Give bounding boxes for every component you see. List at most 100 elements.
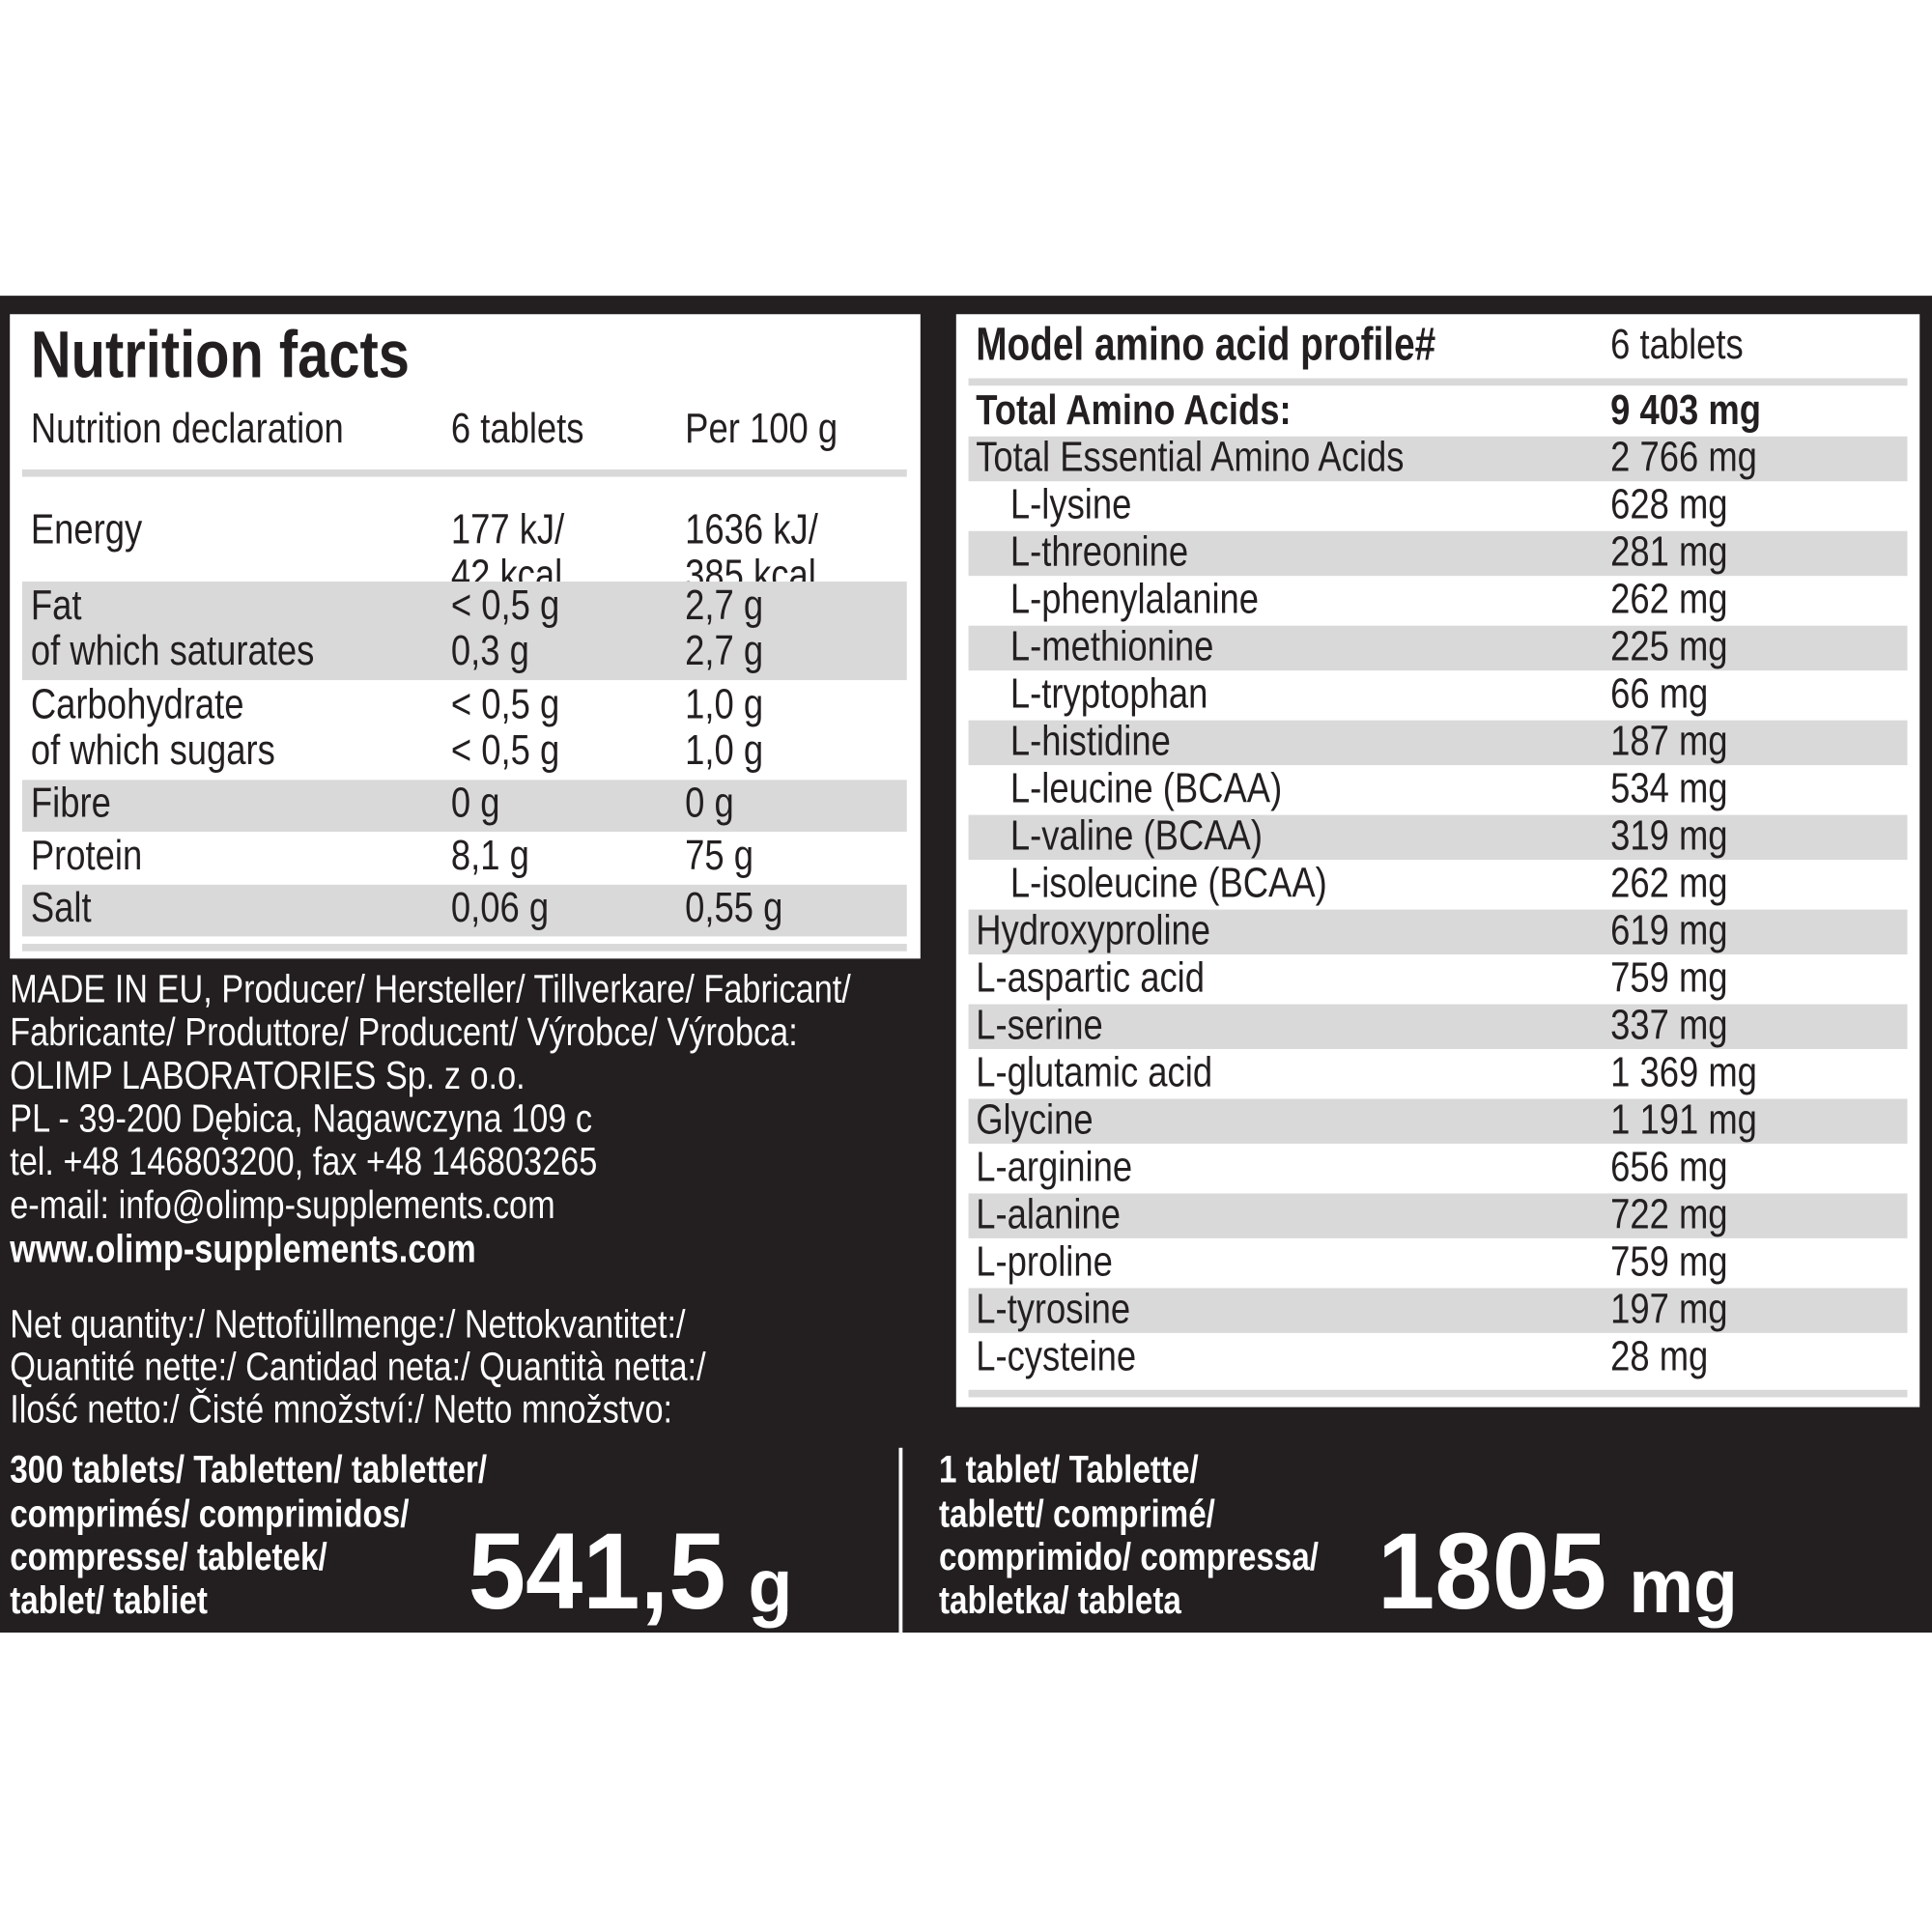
nutrition-cell: 2,7 g — [685, 628, 763, 674]
amount-label: tabletka/ tableta — [939, 1578, 1182, 1621]
amino-name: L-threonine — [1010, 529, 1188, 576]
amino-name: L-tyrosine — [976, 1286, 1130, 1332]
row-shade — [21, 582, 907, 681]
amino-name: L-arginine — [976, 1145, 1132, 1191]
amino-value: 2 766 mg — [1610, 435, 1757, 481]
row-shade — [968, 1004, 1908, 1049]
amount-unit: mg — [1629, 1544, 1738, 1629]
amino-value: 281 mg — [1610, 529, 1727, 576]
amino-value: 628 mg — [1610, 482, 1727, 528]
amino-value: 225 mg — [1610, 624, 1727, 670]
row-shade — [968, 720, 1908, 766]
net-quantity-line: Quantité nette:/ Cantidad neta:/ Quantit… — [10, 1345, 706, 1388]
nutrition-cell: 0,55 g — [685, 885, 782, 931]
amino-value: 759 mg — [1610, 955, 1727, 1002]
amino-value: 319 mg — [1610, 813, 1727, 860]
amino-value: 759 mg — [1610, 1238, 1727, 1285]
row-shade — [968, 1288, 1908, 1333]
amino-name: L-alanine — [976, 1192, 1121, 1238]
row-shade — [968, 909, 1908, 955]
nutrition-title: Nutrition facts — [31, 318, 410, 392]
amount-label: 300 tablets/ Tabletten/ tabletter/ — [10, 1448, 487, 1491]
nutrition-cell: Fibre — [31, 781, 111, 827]
amino-name: L-phenylalanine — [1010, 577, 1259, 623]
amount-number: 541,5 — [469, 1511, 726, 1632]
net-quantity-line: Net quantity:/ Nettofüllmenge:/ Nettokva… — [10, 1302, 686, 1346]
amino-value: 534 mg — [1610, 766, 1727, 812]
amino-name: L-methionine — [1010, 624, 1214, 670]
amino-name: Total Amino Acids: — [976, 387, 1291, 434]
row-shade — [21, 780, 907, 832]
producer-line: Fabricante/ Produttore/ Producent/ Výrob… — [10, 1009, 798, 1053]
producer-line: tel. +48 146803200, fax +48 146803265 — [10, 1139, 597, 1182]
nutrition-cell: of which saturates — [31, 628, 314, 674]
amino-value: 66 mg — [1610, 671, 1708, 718]
amount-label: tablett/ comprimé/ — [939, 1492, 1215, 1535]
nutrition-cell: Protein — [31, 833, 142, 879]
amino-name: L-valine (BCAA) — [1010, 813, 1263, 860]
row-shade — [968, 1098, 1908, 1144]
nutrition-cell: Fat — [31, 582, 82, 629]
amino-value: 656 mg — [1610, 1145, 1727, 1191]
rule — [21, 469, 907, 477]
amino-name: L-glutamic acid — [976, 1050, 1212, 1096]
amount-label: comprimido/ compressa/ — [939, 1536, 1319, 1578]
nutrition-cell: 0 g — [685, 781, 734, 827]
amino-value: 187 mg — [1610, 719, 1727, 765]
amount-label: compresse/ tabletek/ — [10, 1536, 327, 1578]
amino-name: L-isoleucine (BCAA) — [1010, 861, 1327, 907]
amino-value: 28 mg — [1610, 1333, 1708, 1379]
row-shade — [968, 1193, 1908, 1238]
row-shade — [968, 530, 1908, 577]
producer-line: www.olimp-supplements.com — [9, 1227, 475, 1270]
amino-name: L-cysteine — [976, 1333, 1136, 1379]
amount-number: 1805 — [1378, 1511, 1606, 1632]
producer-line: OLIMP LABORATORIES Sp. z o.o. — [10, 1053, 525, 1096]
amino-value: 1 191 mg — [1610, 1097, 1757, 1144]
nutrition-cell: 1,0 g — [685, 727, 763, 774]
amino-name: Total Essential Amino Acids — [976, 435, 1404, 481]
rule — [968, 378, 1908, 386]
amino-name: L-histidine — [1010, 719, 1171, 765]
nutrition-cell: 2,7 g — [685, 582, 763, 629]
amount-unit: g — [748, 1544, 792, 1629]
nutrition-cell: 0 g — [451, 781, 500, 827]
amino-value: 337 mg — [1610, 1003, 1727, 1049]
amino-name: L-tryptophan — [1010, 671, 1208, 718]
nutrition-cell: 0,06 g — [451, 885, 549, 931]
row-shade — [968, 814, 1908, 861]
row-shade — [968, 436, 1908, 482]
amino-value: 1 369 mg — [1610, 1050, 1757, 1096]
amount-label: tablet/ tabliet — [10, 1578, 208, 1621]
producer-line: PL - 39-200 Dębica, Nagawczyna 109 c — [10, 1096, 592, 1140]
amino-value: 9 403 mg — [1610, 387, 1761, 434]
amino-name: L-proline — [976, 1238, 1113, 1285]
nutrition-cell: of which sugars — [31, 727, 275, 774]
amino-value: 197 mg — [1610, 1286, 1727, 1332]
nutrition-header: Nutrition declaration — [31, 406, 344, 452]
row-shade — [968, 625, 1908, 671]
nutrition-header: 6 tablets — [451, 406, 584, 452]
row-shade — [21, 884, 907, 937]
nutrition-cell: 1,0 g — [685, 682, 763, 728]
amino-title: Model amino acid profile# — [976, 318, 1435, 370]
amino-column: 6 tablets — [1610, 322, 1744, 368]
amino-name: L-aspartic acid — [976, 955, 1205, 1002]
amino-name: L-serine — [976, 1003, 1103, 1049]
amino-value: 722 mg — [1610, 1192, 1727, 1238]
rule — [968, 1389, 1908, 1398]
amino-name: Glycine — [976, 1097, 1093, 1144]
producer-line: MADE IN EU, Producer/ Hersteller/ Tillve… — [10, 967, 851, 1010]
amount-label: 1 tablet/ Tablette/ — [939, 1448, 1199, 1491]
nutrition-cell: < 0,5 g — [451, 582, 559, 629]
nutrition-cell: Carbohydrate — [31, 682, 244, 728]
nutrition-cell: Energy — [31, 507, 142, 554]
producer-line: e-mail: info@olimp-supplements.com — [10, 1182, 554, 1226]
nutrition-cell: 177 kJ/ — [451, 507, 565, 554]
nutrition-cell: 0,3 g — [451, 628, 529, 674]
nutrition-cell: Salt — [31, 885, 92, 931]
amino-name: L-leucine (BCAA) — [1010, 766, 1282, 812]
rule — [21, 944, 907, 952]
nutrition-header: Per 100 g — [685, 406, 838, 452]
